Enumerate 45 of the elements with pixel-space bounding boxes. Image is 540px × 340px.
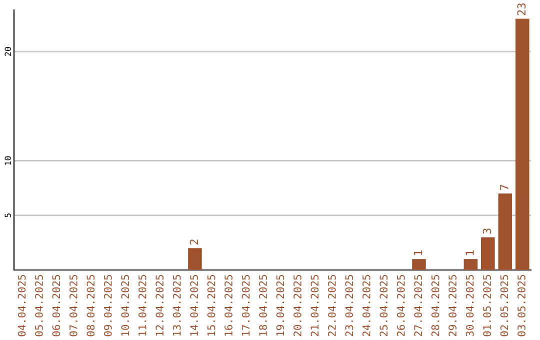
x-tick-label: 25.04.2025 bbox=[380, 275, 388, 336]
x-tick-label: 24.04.2025 bbox=[362, 275, 370, 336]
x-tick-label: 10.04.2025 bbox=[121, 275, 130, 336]
x-tick-label: 05.04.2025 bbox=[35, 275, 43, 336]
x-tick-label: 29.04.2025 bbox=[448, 275, 456, 336]
x-tick-label: 04.04.2025 bbox=[18, 275, 26, 336]
x-tick-label: 27.04.2025 bbox=[414, 275, 422, 336]
x-tick-label: 18.04.2025 bbox=[259, 275, 267, 336]
data-label: 3 bbox=[482, 228, 492, 234]
x-tick-label: 07.04.2025 bbox=[69, 275, 78, 336]
bar bbox=[481, 237, 495, 270]
x-tick-label: 21.04.2025 bbox=[310, 275, 319, 336]
x-tick-label: 06.04.2025 bbox=[52, 275, 60, 336]
x-tick-label: 11.04.2025 bbox=[138, 275, 146, 336]
x-tick-label: 28.04.2025 bbox=[431, 275, 440, 336]
x-tick-label: 12.04.2025 bbox=[156, 275, 164, 336]
x-tick-label: 22.04.2025 bbox=[328, 275, 336, 336]
x-tick-label: 19.04.2025 bbox=[276, 275, 284, 336]
x-tick-label: 14.04.2025 bbox=[190, 275, 198, 336]
data-label: 23 bbox=[517, 3, 526, 16]
y-tick-label: 20 bbox=[4, 47, 11, 56]
x-tick-label: 15.04.2025 bbox=[207, 275, 216, 336]
x-tick-label: 26.04.2025 bbox=[396, 275, 405, 336]
x-tick-label: 16.04.2025 bbox=[224, 275, 232, 336]
data-label: 1 bbox=[414, 250, 422, 255]
x-tick-label: 13.04.2025 bbox=[172, 275, 181, 336]
x-tick-label: 20.04.2025 bbox=[294, 275, 302, 336]
y-tick-label: 5 bbox=[4, 214, 11, 218]
x-tick-label: 02.05.2025 bbox=[500, 275, 508, 336]
x-tick-label: 03.05.2025 bbox=[518, 275, 526, 336]
y-tick-label: 10 bbox=[4, 156, 11, 165]
bar bbox=[464, 259, 478, 270]
bar bbox=[412, 259, 426, 270]
bar bbox=[498, 194, 512, 270]
x-tick-label: 09.04.2025 bbox=[104, 275, 112, 336]
data-label: 1 bbox=[466, 250, 474, 255]
x-tick-label: 30.04.2025 bbox=[466, 275, 474, 336]
data-label: 7 bbox=[500, 184, 508, 190]
x-tick-label: 17.04.2025 bbox=[242, 275, 250, 336]
data-label: 2 bbox=[190, 240, 198, 245]
x-tick-label: 23.04.2025 bbox=[345, 275, 354, 336]
bar bbox=[188, 248, 202, 270]
x-tick-label: 01.05.2025 bbox=[483, 275, 491, 336]
bar bbox=[515, 18, 530, 270]
x-tick-label: 08.04.2025 bbox=[86, 275, 95, 336]
